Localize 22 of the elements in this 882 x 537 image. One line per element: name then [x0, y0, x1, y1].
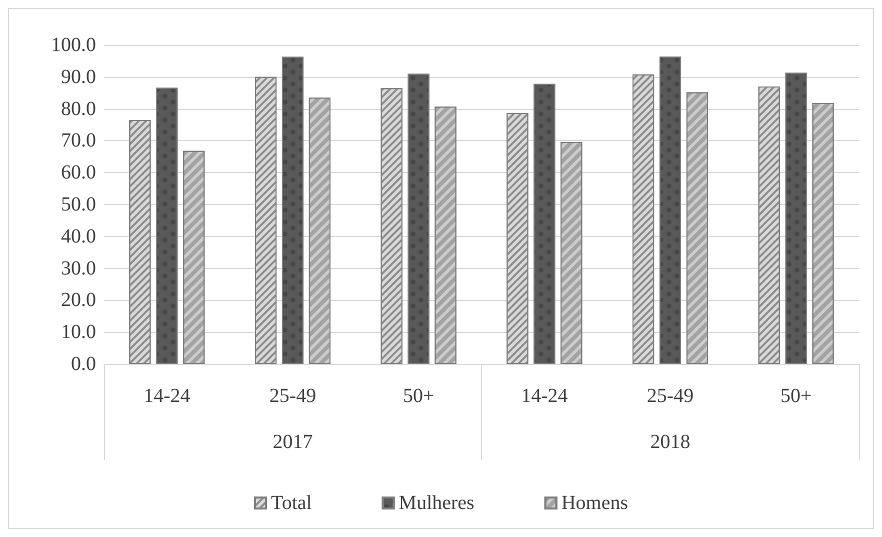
y-tick-label: 30.0	[61, 257, 96, 280]
x-tick-label: 25-49	[269, 385, 316, 407]
y-tick-label: 10.0	[61, 321, 96, 344]
y-tick-label: 0.0	[71, 353, 96, 375]
x-tick-label: 14-24	[144, 385, 190, 407]
y-tick-label: 60.0	[61, 162, 96, 184]
y-tick-label: 80.0	[61, 98, 96, 120]
x-tick-label: 50+	[780, 385, 812, 407]
y-tick-label: 40.0	[61, 225, 96, 248]
y-tick-label: 70.0	[61, 130, 96, 152]
text: 2017	[272, 431, 313, 453]
x-tick-label: 50+	[402, 385, 434, 407]
y-tick-label: 90.0	[61, 66, 96, 88]
y-tick-label: 20.0	[61, 289, 96, 312]
x-tick-label: 25-49	[646, 385, 694, 407]
y-tick-label: 100.0	[51, 34, 96, 56]
legend-label: Total	[270, 492, 312, 514]
legend-label: Mulheres	[398, 492, 475, 514]
x-tick-label: 14-24	[521, 385, 568, 407]
text: 2018	[650, 431, 690, 453]
legend-label: Homens	[561, 492, 628, 514]
y-tick-label: 50.0	[61, 194, 96, 216]
